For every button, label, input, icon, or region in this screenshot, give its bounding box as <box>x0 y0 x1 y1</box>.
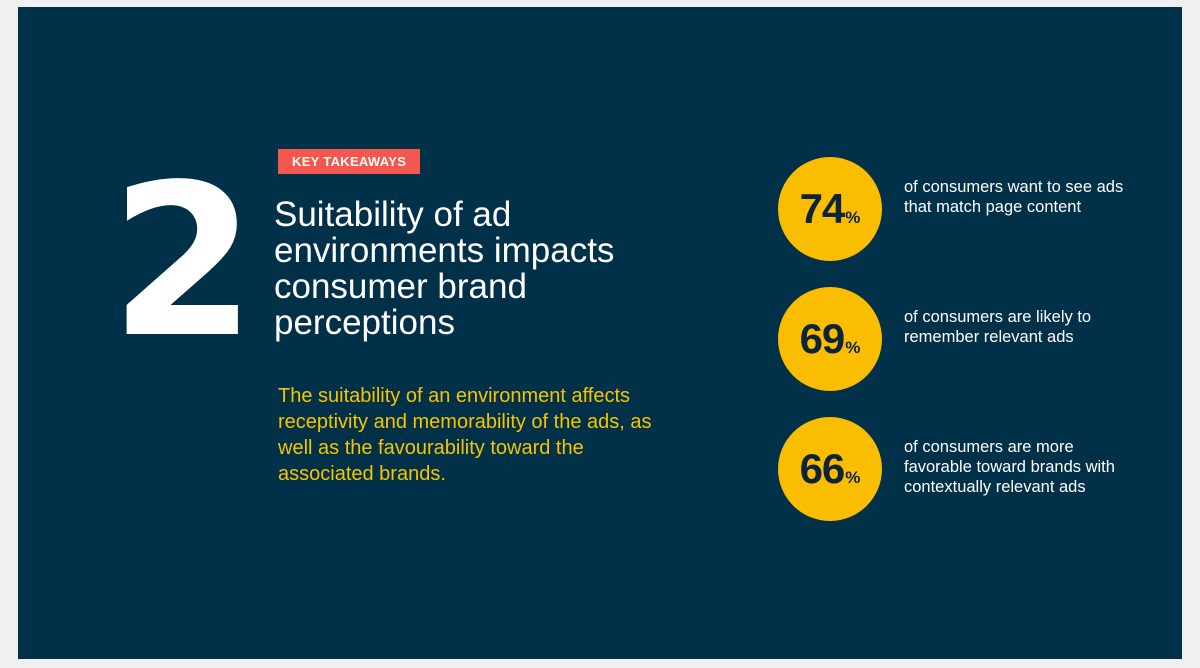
headline: Suitability of ad environments impacts c… <box>274 195 615 342</box>
stat-unit: % <box>845 468 861 487</box>
stat-unit: % <box>845 208 861 227</box>
stat-value: 74 <box>799 185 846 232</box>
stat-item: 69% of consumers are likely to remember … <box>778 287 1178 391</box>
stat-description: of consumers are more favorable toward b… <box>904 438 1115 496</box>
stat-circle: 69% <box>778 287 882 391</box>
stat-value: 66 <box>799 445 846 492</box>
stat-unit: % <box>845 338 861 357</box>
stat-item: 74% of consumers want to see ads that ma… <box>778 157 1178 261</box>
takeaway-number: 2 <box>110 139 256 384</box>
slide: 2 KEY TAKEAWAYS Suitability of ad enviro… <box>18 7 1182 659</box>
stat-circle: 66% <box>778 417 882 521</box>
key-takeaways-badge: KEY TAKEAWAYS <box>278 149 421 174</box>
stat-description: of consumers want to see ads that match … <box>904 178 1124 216</box>
stat-description: of consumers are likely to remember rele… <box>904 308 1092 346</box>
stat-circle: 74% <box>778 157 882 261</box>
stat-item: 66% of consumers are more favorable towa… <box>778 417 1178 521</box>
stat-value: 69 <box>799 315 846 362</box>
description: The suitability of an environment affect… <box>278 385 652 485</box>
